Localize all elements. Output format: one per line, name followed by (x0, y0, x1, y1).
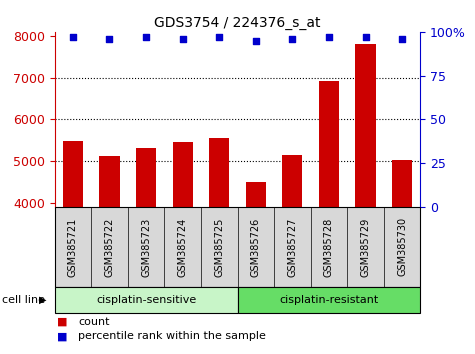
Bar (209, 138, 229, 207)
Text: ▶: ▶ (39, 295, 47, 305)
Point (362, 34, 370, 40)
Point (289, 36, 296, 42)
Bar (392, 160, 412, 207)
Point (398, 36, 406, 42)
Bar (319, 81, 339, 207)
Text: GSM385723: GSM385723 (141, 217, 151, 276)
Text: GSM385727: GSM385727 (287, 217, 297, 276)
Text: ■: ■ (57, 331, 67, 341)
Text: GSM385724: GSM385724 (178, 217, 188, 276)
Text: GDS3754 / 224376_s_at: GDS3754 / 224376_s_at (154, 16, 321, 30)
Point (252, 38, 259, 44)
Point (105, 36, 113, 42)
Text: ■: ■ (57, 317, 67, 327)
Bar (99, 156, 120, 207)
Text: GSM385721: GSM385721 (68, 217, 78, 276)
Text: cisplatin-resistant: cisplatin-resistant (279, 295, 379, 305)
Point (179, 36, 186, 42)
Bar (172, 142, 193, 207)
Text: percentile rank within the sample: percentile rank within the sample (78, 331, 266, 341)
Point (216, 34, 223, 40)
Point (325, 34, 332, 40)
Bar (246, 182, 266, 207)
Point (142, 34, 150, 40)
Point (69, 34, 77, 40)
Text: GSM385728: GSM385728 (324, 217, 334, 276)
Text: cell line: cell line (2, 295, 46, 305)
Text: GSM385730: GSM385730 (397, 217, 407, 276)
Text: cisplatin-sensitive: cisplatin-sensitive (96, 295, 196, 305)
Text: GSM385725: GSM385725 (214, 217, 224, 276)
Text: GSM385722: GSM385722 (104, 217, 114, 276)
Bar (63, 141, 83, 207)
Bar (355, 44, 376, 207)
Text: GSM385726: GSM385726 (251, 217, 261, 276)
Bar (282, 154, 303, 207)
Text: GSM385729: GSM385729 (361, 217, 370, 276)
Bar (136, 148, 156, 207)
Text: count: count (78, 317, 110, 327)
